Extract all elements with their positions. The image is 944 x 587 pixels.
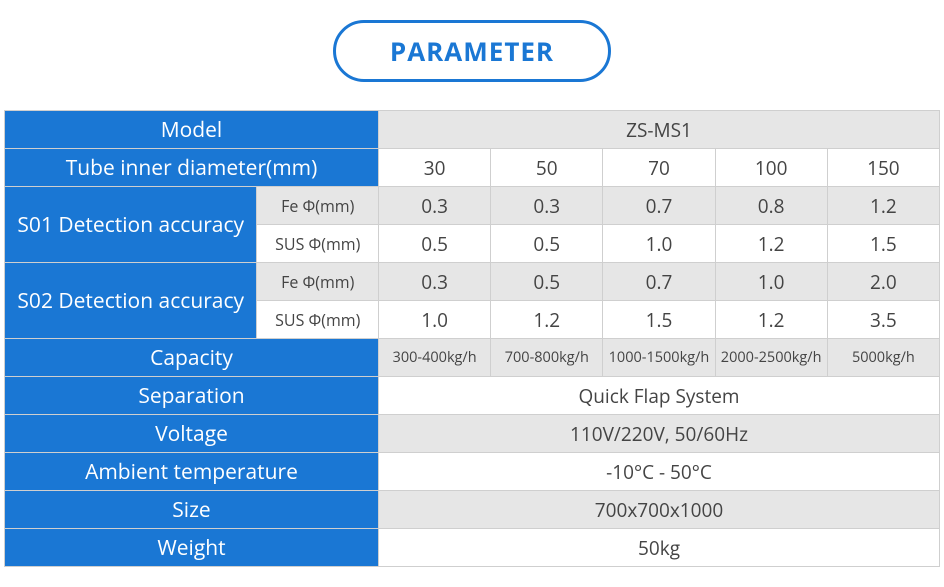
s02-sus-v3: 1.2 [715, 301, 827, 339]
value-weight: 50kg [379, 529, 940, 567]
row-size: Size 700x700x1000 [5, 491, 940, 529]
s01-sus-v1: 0.5 [491, 225, 603, 263]
s01-sus-v4: 1.5 [827, 225, 939, 263]
row-capacity: Capacity 300-400kg/h 700-800kg/h 1000-15… [5, 339, 940, 377]
s01-sus-v3: 1.2 [715, 225, 827, 263]
row-ambient: Ambient temperature -10°C - 50°C [5, 453, 940, 491]
s01-sus-v0: 0.5 [379, 225, 491, 263]
value-model: ZS-MS1 [379, 111, 940, 149]
row-separation: Separation Quick Flap System [5, 377, 940, 415]
label-s01: S01 Detection accuracy [5, 187, 257, 263]
label-s01-sus: SUS Φ(mm) [257, 225, 379, 263]
s01-fe-v4: 1.2 [827, 187, 939, 225]
value-separation: Quick Flap System [379, 377, 940, 415]
s02-sus-v2: 1.5 [603, 301, 715, 339]
tube-v0: 30 [379, 149, 491, 187]
parameter-table: Model ZS-MS1 Tube inner diameter(mm) 30 … [4, 110, 940, 567]
label-tube: Tube inner diameter(mm) [5, 149, 379, 187]
label-s02-sus: SUS Φ(mm) [257, 301, 379, 339]
s01-fe-v2: 0.7 [603, 187, 715, 225]
capacity-v4: 5000kg/h [827, 339, 939, 377]
row-voltage: Voltage 110V/220V, 50/60Hz [5, 415, 940, 453]
capacity-v0: 300-400kg/h [379, 339, 491, 377]
label-separation: Separation [5, 377, 379, 415]
s02-sus-v0: 1.0 [379, 301, 491, 339]
tube-v2: 70 [603, 149, 715, 187]
value-ambient: -10°C - 50°C [379, 453, 940, 491]
s02-fe-v0: 0.3 [379, 263, 491, 301]
capacity-v3: 2000-2500kg/h [715, 339, 827, 377]
s01-fe-v0: 0.3 [379, 187, 491, 225]
label-s01-fe: Fe Φ(mm) [257, 187, 379, 225]
s02-fe-v3: 1.0 [715, 263, 827, 301]
row-s01-fe: S01 Detection accuracy Fe Φ(mm) 0.3 0.3 … [5, 187, 940, 225]
row-tube: Tube inner diameter(mm) 30 50 70 100 150 [5, 149, 940, 187]
s01-fe-v3: 0.8 [715, 187, 827, 225]
label-ambient: Ambient temperature [5, 453, 379, 491]
value-voltage: 110V/220V, 50/60Hz [379, 415, 940, 453]
label-s02-fe: Fe Φ(mm) [257, 263, 379, 301]
tube-v4: 150 [827, 149, 939, 187]
label-weight: Weight [5, 529, 379, 567]
s01-fe-v1: 0.3 [491, 187, 603, 225]
tube-v1: 50 [491, 149, 603, 187]
page-title-badge: PARAMETER [333, 20, 611, 82]
s02-sus-v4: 3.5 [827, 301, 939, 339]
s01-sus-v2: 1.0 [603, 225, 715, 263]
label-voltage: Voltage [5, 415, 379, 453]
s02-fe-v2: 0.7 [603, 263, 715, 301]
label-s02: S02 Detection accuracy [5, 263, 257, 339]
tube-v3: 100 [715, 149, 827, 187]
capacity-v1: 700-800kg/h [491, 339, 603, 377]
capacity-v2: 1000-1500kg/h [603, 339, 715, 377]
s02-fe-v4: 2.0 [827, 263, 939, 301]
s02-fe-v1: 0.5 [491, 263, 603, 301]
row-model: Model ZS-MS1 [5, 111, 940, 149]
label-size: Size [5, 491, 379, 529]
s02-sus-v1: 1.2 [491, 301, 603, 339]
label-model: Model [5, 111, 379, 149]
label-capacity: Capacity [5, 339, 379, 377]
row-weight: Weight 50kg [5, 529, 940, 567]
row-s02-fe: S02 Detection accuracy Fe Φ(mm) 0.3 0.5 … [5, 263, 940, 301]
value-size: 700x700x1000 [379, 491, 940, 529]
